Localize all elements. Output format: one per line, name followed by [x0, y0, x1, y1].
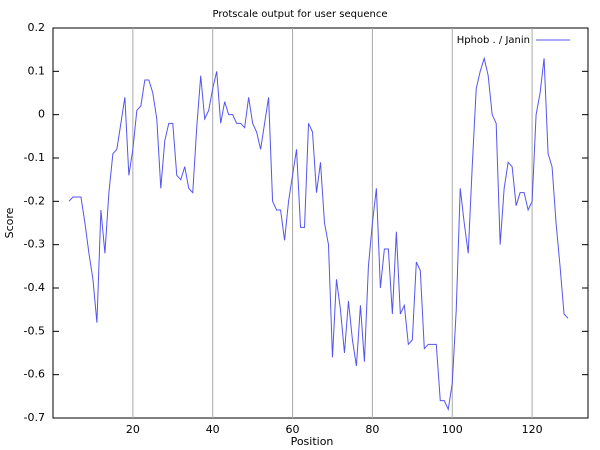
y-tick-label: -0.3 — [24, 238, 45, 251]
y-tick-label: -0.4 — [24, 281, 45, 294]
plot-frame — [52, 27, 589, 419]
x-axis-title: Position — [291, 435, 334, 448]
y-axis-title: Score — [3, 207, 16, 238]
legend-label: Hphob . / Janin — [457, 35, 530, 46]
x-tick-label: 40 — [206, 423, 220, 436]
y-tick-label: 0 — [38, 108, 45, 121]
y-tick-label: -0.5 — [24, 324, 45, 337]
y-tick-label: -0.2 — [24, 194, 45, 207]
x-tick-label: 80 — [365, 423, 379, 436]
x-tick-label: 120 — [522, 423, 543, 436]
chart-title: Protscale output for user sequence — [213, 9, 388, 20]
data-line — [68, 56, 569, 412]
x-tick-label: 20 — [126, 423, 140, 436]
x-tick-label: 60 — [286, 423, 300, 436]
y-tick-label: 0.2 — [28, 21, 46, 34]
y-tick-label: -0.6 — [24, 368, 45, 381]
y-tick-label: -0.7 — [24, 411, 45, 424]
y-tick-label: -0.1 — [24, 151, 45, 164]
x-tick-label: 100 — [442, 423, 463, 436]
y-tick-label: 0.1 — [28, 64, 46, 77]
